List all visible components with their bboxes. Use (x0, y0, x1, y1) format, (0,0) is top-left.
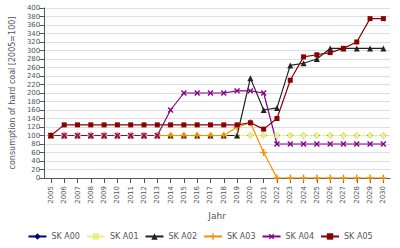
svg-text:220: 220 (27, 81, 40, 89)
svg-text:2011: 2011 (127, 186, 135, 204)
svg-text:SK A03: SK A03 (227, 232, 256, 241)
svg-text:2006: 2006 (60, 185, 68, 203)
svg-text:0: 0 (36, 174, 40, 182)
svg-text:2010: 2010 (113, 186, 121, 204)
svg-text:20: 20 (31, 166, 40, 174)
svg-text:180: 180 (27, 98, 40, 106)
svg-text:300: 300 (27, 47, 40, 55)
svg-text:2020: 2020 (246, 186, 254, 204)
svg-text:2014: 2014 (167, 185, 175, 203)
svg-text:2008: 2008 (87, 186, 95, 204)
svg-text:2016: 2016 (193, 185, 201, 203)
svg-text:2015: 2015 (180, 186, 188, 204)
svg-text:SK A04: SK A04 (286, 232, 315, 241)
svg-text:100: 100 (27, 132, 40, 140)
svg-text:SK A05: SK A05 (344, 232, 373, 241)
svg-text:2026: 2026 (326, 185, 334, 203)
svg-text:SK A02: SK A02 (168, 232, 197, 241)
svg-text:SK A01: SK A01 (110, 232, 139, 241)
svg-text:2017: 2017 (206, 186, 214, 204)
svg-text:200: 200 (27, 89, 40, 97)
svg-text:160: 160 (27, 106, 40, 114)
svg-text:2013: 2013 (153, 186, 161, 204)
svg-text:2005: 2005 (47, 186, 55, 204)
svg-text:2007: 2007 (74, 186, 82, 204)
svg-text:60: 60 (31, 149, 40, 157)
svg-text:2021: 2021 (260, 186, 268, 204)
svg-text:SK A00: SK A00 (51, 232, 80, 241)
svg-text:2030: 2030 (379, 186, 387, 204)
svg-text:260: 260 (27, 64, 40, 72)
svg-text:380: 380 (27, 13, 40, 21)
svg-text:40: 40 (31, 157, 40, 165)
svg-text:360: 360 (27, 21, 40, 29)
svg-text:400: 400 (27, 4, 40, 12)
svg-text:2023: 2023 (286, 186, 294, 204)
svg-text:2025: 2025 (313, 186, 321, 204)
svg-text:240: 240 (27, 72, 40, 80)
svg-text:320: 320 (27, 38, 40, 46)
svg-text:2012: 2012 (140, 186, 148, 204)
svg-text:2019: 2019 (233, 186, 241, 204)
svg-text:Jahr: Jahr (207, 211, 226, 221)
svg-text:2022: 2022 (273, 186, 281, 204)
svg-text:340: 340 (27, 30, 40, 38)
svg-text:80: 80 (31, 140, 40, 148)
svg-text:280: 280 (27, 55, 40, 63)
svg-text:120: 120 (27, 123, 40, 131)
svg-text:2018: 2018 (220, 186, 228, 204)
svg-text:140: 140 (27, 115, 40, 123)
svg-text:2029: 2029 (366, 186, 374, 204)
svg-text:2009: 2009 (100, 186, 108, 204)
svg-text:consumption of hard coal [2005: consumption of hard coal [2005=100] (8, 17, 17, 170)
svg-text:2027: 2027 (339, 186, 347, 204)
svg-text:2024: 2024 (300, 185, 308, 203)
svg-text:2028: 2028 (353, 186, 361, 204)
